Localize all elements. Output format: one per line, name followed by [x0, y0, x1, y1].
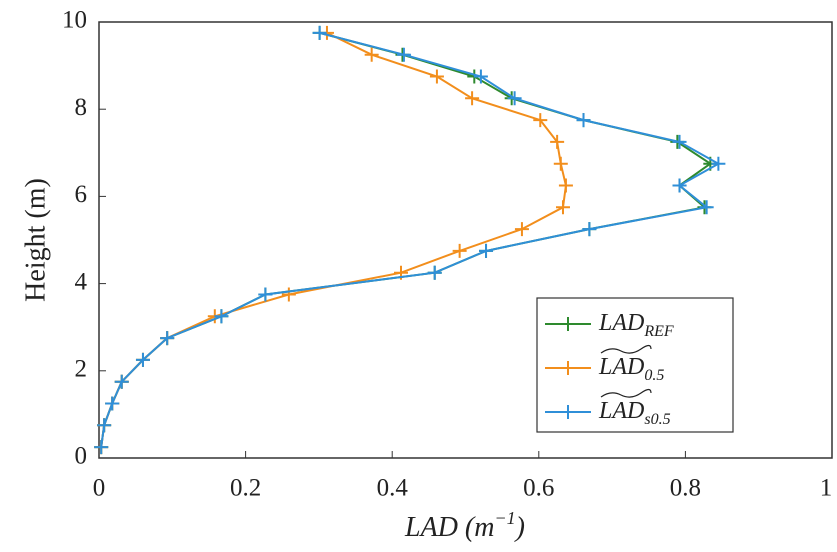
marker	[214, 309, 229, 324]
marker	[473, 69, 488, 84]
marker	[582, 222, 597, 237]
x-tick-label: 0	[93, 475, 106, 502]
marker	[699, 200, 714, 215]
x-axis-label: LAD (m−1)	[404, 508, 525, 543]
marker	[364, 47, 379, 62]
marker	[312, 25, 327, 40]
x-label-tail: )	[514, 512, 525, 543]
y-axis-label: Height (m)	[20, 178, 51, 302]
legend-label: LAD0.5	[598, 354, 664, 384]
marker	[711, 156, 726, 171]
x-tick-label: 0.8	[670, 475, 701, 502]
legend-marker	[561, 317, 575, 331]
marker	[94, 440, 109, 455]
marker	[672, 134, 687, 149]
legend-marker	[561, 361, 575, 375]
y-tick-label: 8	[75, 94, 88, 121]
legend-box	[536, 297, 734, 433]
marker	[507, 91, 522, 106]
marker	[135, 352, 150, 367]
y-tick-label: 4	[75, 268, 88, 295]
x-tick-label: 0.4	[377, 475, 409, 502]
marker	[281, 287, 296, 302]
y-tick-label: 6	[75, 181, 88, 208]
plot-frame	[98, 21, 833, 459]
marker	[160, 331, 175, 346]
marker	[576, 113, 591, 128]
legend-subscript: 0.5	[644, 367, 664, 384]
marker	[105, 396, 120, 411]
marker	[396, 47, 411, 62]
marker	[550, 134, 565, 149]
marker	[555, 200, 570, 215]
marker	[479, 243, 494, 258]
marker	[429, 69, 444, 84]
marker	[553, 156, 568, 171]
x-tick-label: 1	[820, 475, 833, 502]
marker	[258, 287, 273, 302]
x-label-text: LAD (m	[404, 512, 494, 543]
y-tick-label: 10	[62, 7, 87, 34]
x-label-sup: −1	[494, 508, 515, 528]
y-tick-label: 2	[75, 356, 88, 383]
legend-name: LAD	[598, 310, 644, 336]
marker	[558, 178, 573, 193]
marker	[114, 374, 129, 389]
y-tick-label: 0	[75, 443, 88, 470]
legend-marker	[561, 405, 575, 419]
legend-name: LAD	[598, 398, 644, 424]
marker	[427, 265, 442, 280]
marker	[514, 222, 529, 237]
legend-label: LADREF	[598, 310, 674, 340]
legend-label: LADs0.5	[598, 398, 671, 428]
x-tick-label: 0.6	[523, 475, 554, 502]
x-tick-label: 0.2	[230, 475, 261, 502]
marker	[672, 178, 687, 193]
series-line	[100, 31, 721, 448]
legend-subscript: REF	[643, 323, 674, 340]
legend-tilde	[600, 388, 652, 398]
marker	[452, 243, 467, 258]
series-line	[100, 32, 567, 448]
marker	[465, 91, 480, 106]
marker	[97, 418, 112, 433]
legend-name: LAD	[598, 354, 644, 380]
marker	[533, 113, 548, 128]
legend-tilde	[600, 344, 652, 354]
legend-subscript: s0.5	[644, 411, 670, 428]
